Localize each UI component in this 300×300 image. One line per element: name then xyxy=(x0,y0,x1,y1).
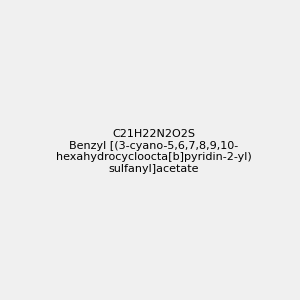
Text: C21H22N2O2S
Benzyl [(3-cyano-5,6,7,8,9,10-
hexahydrocycloocta[b]pyridin-2-yl)
su: C21H22N2O2S Benzyl [(3-cyano-5,6,7,8,9,1… xyxy=(56,129,252,174)
